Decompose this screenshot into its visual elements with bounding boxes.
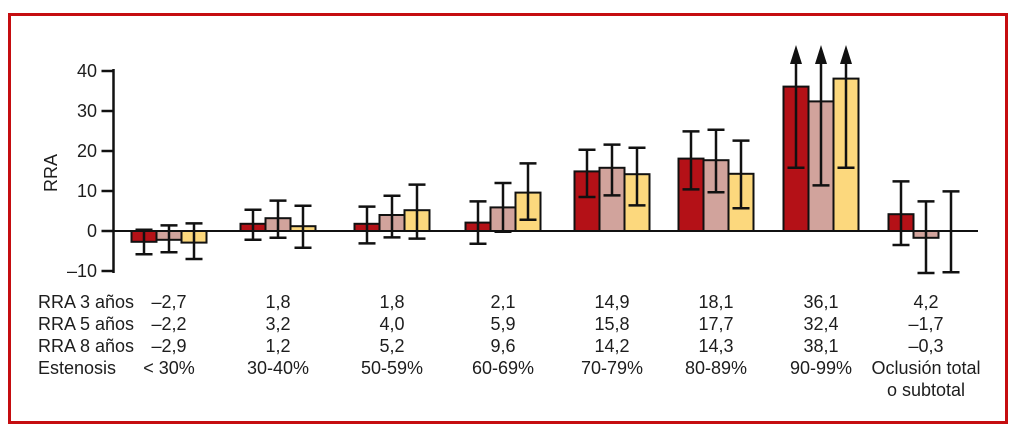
table-cell: 4,2 xyxy=(913,292,939,312)
table-cell: 32,4 xyxy=(803,314,839,334)
table-cell: 1,8 xyxy=(265,292,291,312)
table-cell: 5,9 xyxy=(490,314,516,334)
table-cell: 5,2 xyxy=(379,336,405,356)
offscale-arrow xyxy=(815,45,827,64)
table-row-label: RRA 8 años xyxy=(38,336,135,356)
table-cell: 60-69% xyxy=(471,358,535,378)
table-cell: 14,9 xyxy=(594,292,630,312)
table-cell: 3,2 xyxy=(265,314,291,334)
y-tick-label: 30 xyxy=(77,101,97,121)
table-cell: –2,9 xyxy=(151,336,187,356)
table-cell: 9,6 xyxy=(490,336,516,356)
offscale-arrow xyxy=(790,45,802,64)
table-cell: 70-79% xyxy=(580,358,644,378)
table-row-label: RRA 5 años xyxy=(38,314,135,334)
table-cell: 1,2 xyxy=(265,336,291,356)
table-row-label: Estenosis xyxy=(38,358,117,378)
table-cell: Oclusión total o subtotal xyxy=(871,358,981,400)
offscale-arrow xyxy=(840,45,852,64)
table-cell: 14,2 xyxy=(594,336,630,356)
y-tick-label: –10 xyxy=(67,261,97,281)
table-cell: 1,8 xyxy=(379,292,405,312)
table-cell: 30-40% xyxy=(246,358,310,378)
y-axis-title: RRA xyxy=(41,154,61,192)
table-cell: 2,1 xyxy=(490,292,516,312)
table-cell: < 30% xyxy=(143,358,195,378)
table-cell: –0,3 xyxy=(908,336,944,356)
table-cell: 4,0 xyxy=(379,314,405,334)
y-tick-label: 0 xyxy=(87,221,97,241)
table-cell: –2,2 xyxy=(151,314,187,334)
table-cell: 50-59% xyxy=(360,358,424,378)
y-tick-label: 10 xyxy=(77,181,97,201)
y-tick-label: 40 xyxy=(77,61,97,81)
table-cell: 15,8 xyxy=(594,314,630,334)
table-cell: 14,3 xyxy=(698,336,734,356)
table-cell: –1,7 xyxy=(908,314,944,334)
y-tick-label: 20 xyxy=(77,141,97,161)
table-cell: 90-99% xyxy=(789,358,853,378)
table-cell: 17,7 xyxy=(698,314,734,334)
table-cell: 18,1 xyxy=(698,292,734,312)
table-cell: 38,1 xyxy=(803,336,839,356)
table-row-label: RRA 3 años xyxy=(38,292,135,312)
table-cell: 80-89% xyxy=(684,358,748,378)
table-cell: –2,7 xyxy=(151,292,187,312)
table-cell: 36,1 xyxy=(803,292,839,312)
